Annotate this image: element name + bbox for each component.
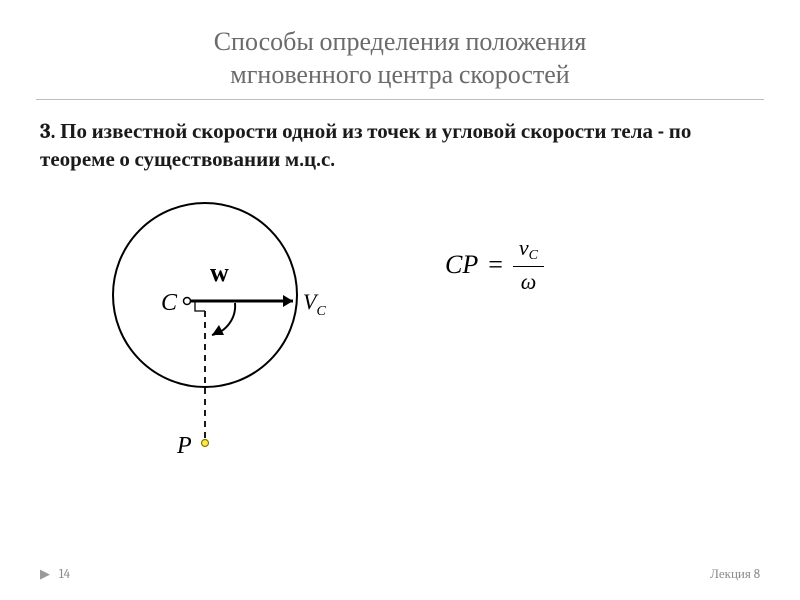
title-divider xyxy=(36,99,764,100)
formula-lhs: CP xyxy=(445,250,478,279)
formula-denominator: ω xyxy=(513,267,544,295)
footer-left: ▶ 14 xyxy=(40,567,70,582)
formula-fraction: vC ω xyxy=(513,235,544,295)
svg-text:w: w xyxy=(210,258,229,287)
svg-text:C: C xyxy=(161,290,178,316)
title-line-2: мгновенного центра скоростей xyxy=(230,60,569,90)
slide-title: Способы определения положения мгновенног… xyxy=(40,26,760,91)
formula-num-base: v xyxy=(519,235,529,260)
subtitle: 3. По известной скорости одной из точек … xyxy=(40,118,760,175)
svg-text:P: P xyxy=(176,433,192,459)
play-icon: ▶ xyxy=(40,567,50,582)
page-number: 14 xyxy=(59,567,70,582)
content-area: CPwVC CP = vC ω xyxy=(0,195,800,525)
title-block: Способы определения положения мгновенног… xyxy=(0,0,800,100)
formula: CP = vC ω xyxy=(445,235,544,295)
footer: ▶ 14 Лекция 8 xyxy=(0,566,800,582)
diagram: C Pw VC xyxy=(75,195,335,499)
svg-text:VC: VC xyxy=(303,289,326,319)
diagram-svg: C Pw VC xyxy=(75,195,335,495)
slide: Способы определения положения мгновенног… xyxy=(0,0,800,600)
formula-numerator: vC xyxy=(513,235,544,267)
formula-equals: = xyxy=(488,250,503,279)
title-line-1: Способы определения положения xyxy=(214,27,587,57)
formula-num-sub: C xyxy=(529,248,538,263)
lecture-label: Лекция 8 xyxy=(710,566,760,582)
